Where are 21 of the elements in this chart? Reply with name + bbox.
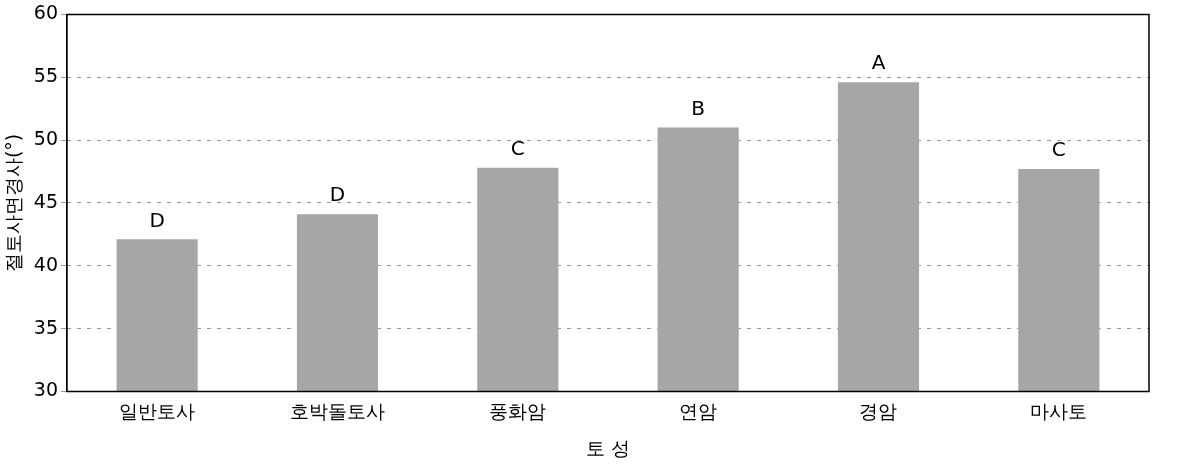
annotation: A	[871, 50, 886, 75]
y-tick-label: 30	[33, 378, 58, 401]
x-axis-title: 토 성	[585, 436, 631, 459]
y-axis-title: 절토사면경사(°)	[2, 133, 25, 273]
x-tick-label: 호박돌토사	[289, 399, 385, 422]
x-tick-label: 마사토	[1030, 399, 1088, 422]
y-tick-label: 50	[33, 127, 58, 149]
annotation: B	[691, 95, 706, 120]
y-tick-label: 60	[33, 1, 58, 24]
annotation: D	[329, 182, 346, 207]
y-tick-label: 45	[33, 189, 58, 212]
y-tick-label: 55	[33, 64, 58, 87]
annotation: C	[1051, 137, 1066, 162]
y-tick-label: 40	[33, 252, 58, 275]
x-tick-label: 일반토사	[119, 399, 196, 422]
x-tick-label: 경암	[859, 399, 898, 422]
x-tick-label: 풍화암	[489, 399, 547, 422]
annotation: C	[510, 135, 525, 160]
annotation: D	[149, 207, 165, 232]
y-tick-label: 35	[33, 315, 58, 338]
x-tick-label: 연암	[679, 399, 718, 422]
